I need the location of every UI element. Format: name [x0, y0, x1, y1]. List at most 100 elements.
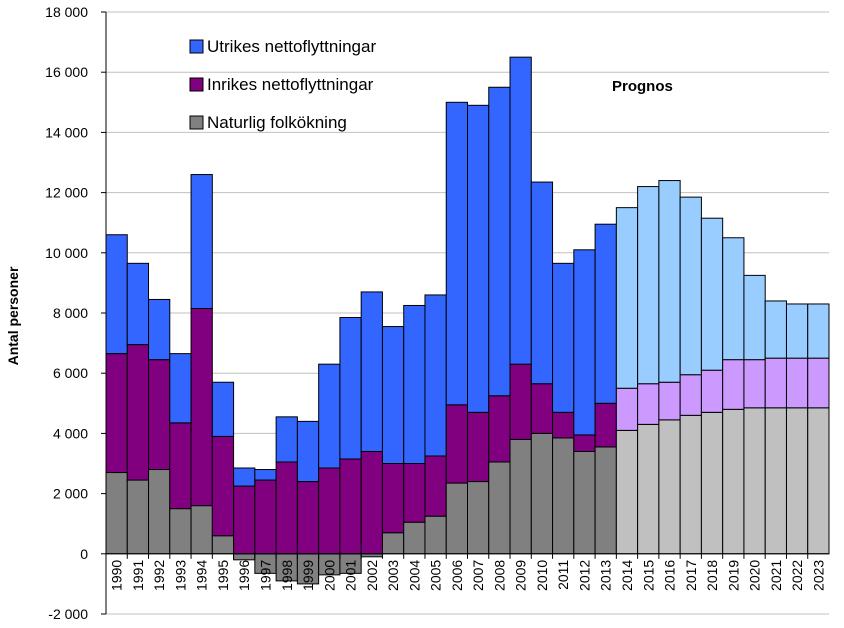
x-tick-label: 1993: [172, 560, 188, 591]
x-tick-label: 2010: [534, 560, 550, 591]
x-tick-label: 2002: [364, 560, 380, 591]
bar-segment: [296, 420, 320, 483]
bar-segment: [509, 56, 532, 365]
bar-segment: [275, 461, 298, 555]
x-tick-label: 1992: [151, 560, 167, 591]
bar-segment: [126, 479, 150, 555]
bar-segment: [424, 294, 447, 457]
legend-label: Naturlig folkökning: [207, 113, 347, 132]
bar-segment: [445, 482, 468, 555]
x-tick-label: 2023: [810, 560, 826, 591]
bar-segment: [211, 435, 235, 537]
bar-segment: [488, 461, 511, 555]
y-tick-label: 8 000: [53, 305, 88, 321]
bar-segment: [105, 472, 128, 555]
bar-segment: [339, 317, 362, 460]
y-tick-label: 6 000: [53, 365, 88, 381]
bar-segment: [743, 407, 766, 555]
bar-segment: [318, 467, 341, 555]
bar-segment: [467, 481, 490, 555]
y-tick-label: 12 000: [45, 185, 88, 201]
x-tick-label: 2009: [513, 560, 529, 591]
bar-segment: [318, 363, 341, 469]
x-tick-label: 2019: [725, 560, 741, 591]
bar-segment: [743, 274, 766, 361]
bar-segment: [424, 515, 447, 555]
bar-segment: [637, 186, 660, 385]
y-tick-label: 16 000: [45, 64, 88, 80]
bar-segment: [233, 467, 256, 487]
bar-segment: [148, 359, 171, 471]
bar-segment: [552, 411, 575, 439]
bar-segment: [722, 237, 745, 361]
x-tick-label: 2005: [428, 560, 444, 591]
x-tick-label: 2003: [385, 560, 401, 591]
bar-segment: [807, 407, 830, 555]
bar-segment: [488, 395, 511, 463]
bar-segment: [509, 438, 532, 555]
bar-segment: [615, 429, 639, 555]
bar-segment: [764, 407, 787, 555]
bar-segment: [403, 463, 426, 523]
x-tick-label: 2021: [768, 560, 784, 591]
x-tick-label: 2001: [343, 560, 359, 591]
y-tick-label: 10 000: [45, 245, 88, 261]
x-tick-label: 1995: [215, 560, 231, 591]
x-tick-label: 2016: [662, 560, 678, 591]
bar-segment: [275, 416, 298, 463]
bar-segment: [211, 381, 235, 437]
bar-segment: [552, 437, 575, 555]
legend-swatch: [189, 115, 204, 130]
x-tick-label: 2020: [747, 560, 763, 591]
bar-segment: [445, 404, 468, 484]
legend: Utrikes nettoflyttningar Inrikes nettofly…: [189, 37, 376, 132]
bar-segment: [381, 463, 405, 534]
bar-segment: [743, 359, 766, 409]
x-axis: 1990 1991 1992 1993 1994 1995 1996 1997 1998 1999…: [105, 553, 829, 591]
bar-segment: [679, 414, 702, 555]
bars-group: [105, 56, 830, 585]
bar-segment: [785, 357, 809, 409]
bar-segment: [211, 535, 235, 555]
bar-segment: [764, 300, 787, 359]
bar-segment: [424, 455, 447, 517]
bar-segment: [233, 485, 256, 555]
bar-segment: [254, 469, 277, 481]
bar-segment: [785, 407, 809, 555]
bar-segment: [700, 217, 724, 371]
bar-segment: [594, 446, 617, 555]
x-tick-label: 2000: [321, 560, 337, 591]
bar-segment: [169, 422, 192, 510]
bar-segment: [105, 353, 128, 474]
bar-segment: [700, 369, 724, 413]
bar-segment: [403, 304, 426, 464]
legend-label: Utrikes nettoflyttningar: [207, 37, 376, 56]
bar-segment: [722, 359, 745, 410]
y-tick-label: 18 000: [45, 4, 88, 20]
y-tick-label: -2 000: [48, 606, 88, 622]
bar-segment: [190, 307, 213, 507]
x-tick-label: 1990: [109, 560, 125, 591]
bar-segment: [254, 479, 277, 555]
bar-segment: [785, 303, 809, 359]
x-tick-label: 2011: [555, 560, 571, 590]
bar-segment: [530, 181, 554, 385]
bar-segment: [722, 408, 745, 555]
x-tick-label: 2007: [470, 560, 486, 591]
bar-segment: [615, 387, 639, 431]
x-tick-label: 2013: [598, 560, 614, 591]
x-tick-label: 2004: [406, 560, 422, 591]
legend-swatch: [189, 77, 204, 92]
bar-segment: [233, 553, 256, 561]
x-tick-label: 1991: [130, 560, 146, 591]
x-tick-label: 2015: [640, 560, 656, 591]
bar-segment: [700, 411, 724, 555]
bar-segment: [530, 383, 554, 434]
bar-segment: [552, 262, 575, 413]
bar-segment: [658, 419, 681, 555]
bar-segment: [594, 223, 617, 404]
bar-segment: [381, 532, 405, 555]
y-tick-label: 0: [80, 546, 88, 562]
bar-segment: [190, 174, 213, 309]
